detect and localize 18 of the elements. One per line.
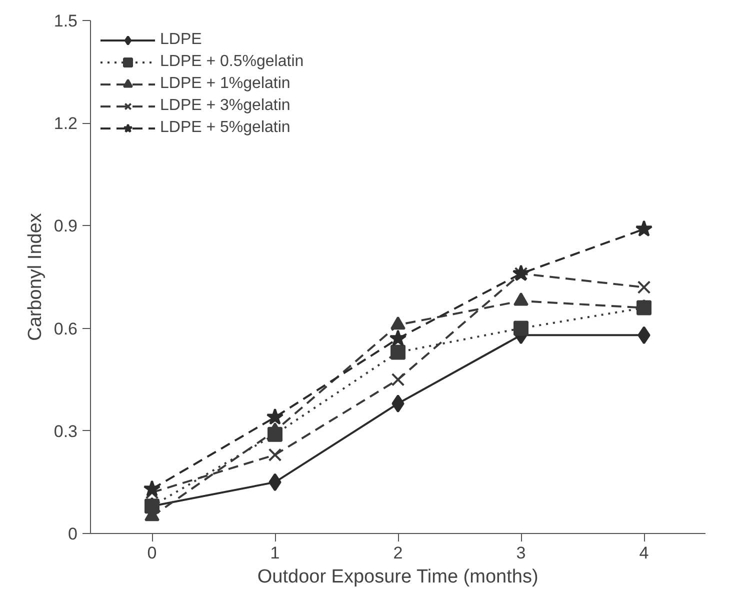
x-axis-title: Outdoor Exposure Time (months)	[257, 566, 538, 588]
y-tick-label: 0	[68, 524, 78, 544]
legend-label: LDPE + 1%gelatin	[160, 75, 290, 93]
x-tick-label: 3	[516, 544, 526, 562]
y-tick-label: 0.6	[54, 319, 78, 338]
y-axis-title: Carbonyl Index	[24, 212, 46, 341]
legend-label: LDPE	[160, 31, 202, 49]
legend-label: LDPE + 0.5%gelatin	[160, 53, 304, 71]
legend-label: LDPE + 3%gelatin	[160, 97, 290, 115]
x-tick-label: 2	[393, 544, 403, 562]
x-tick-label: 1	[270, 544, 280, 562]
x-tick-label: 0	[147, 544, 157, 562]
legend-label: LDPE + 5%gelatin	[160, 119, 290, 137]
x-tick-label: 4	[639, 544, 649, 562]
y-tick-label: 0.3	[54, 422, 78, 441]
y-tick-label: 1.2	[54, 114, 78, 134]
y-tick-label: 1.5	[54, 12, 78, 30]
y-tick-label: 0.9	[54, 216, 78, 236]
